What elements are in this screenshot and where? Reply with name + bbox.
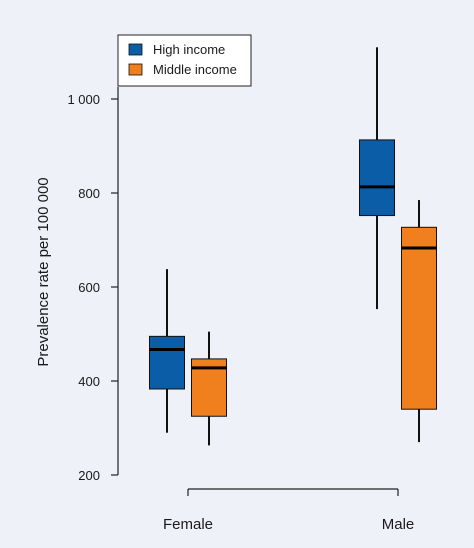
box-middle-income-female <box>191 331 227 446</box>
box-middle-income-male <box>401 200 437 443</box>
legend-swatch-middle-income <box>128 63 143 76</box>
y-tick-label-600: 600 <box>78 280 100 295</box>
box-high-income-male <box>359 47 395 310</box>
legend-label-high-income: High income <box>153 42 225 57</box>
box-body-high-income-male <box>359 139 395 217</box>
boxplot-series <box>149 47 437 446</box>
box-body-high-income-female <box>149 335 185 390</box>
box-body-middle-income-male <box>401 226 437 410</box>
y-axis-ticks: 200 400 600 800 1 000 <box>67 92 118 483</box>
legend-label-middle-income: Middle income <box>153 62 237 77</box>
y-tick-label-1000: 1 000 <box>67 92 100 107</box>
legend-swatch-high-income <box>128 43 143 56</box>
y-tick-label-400: 400 <box>78 374 100 389</box>
x-tick-label-female: Female <box>163 516 213 533</box>
y-axis-label: Prevalence rate per 100 000 <box>35 177 52 366</box>
y-tick-label-200: 200 <box>78 468 100 483</box>
x-tick-label-male: Male <box>382 516 415 533</box>
y-tick-label-800: 800 <box>78 186 100 201</box>
legend-box <box>117 34 252 87</box>
box-high-income-female <box>149 269 185 433</box>
legend: High income Middle income <box>117 34 252 87</box>
